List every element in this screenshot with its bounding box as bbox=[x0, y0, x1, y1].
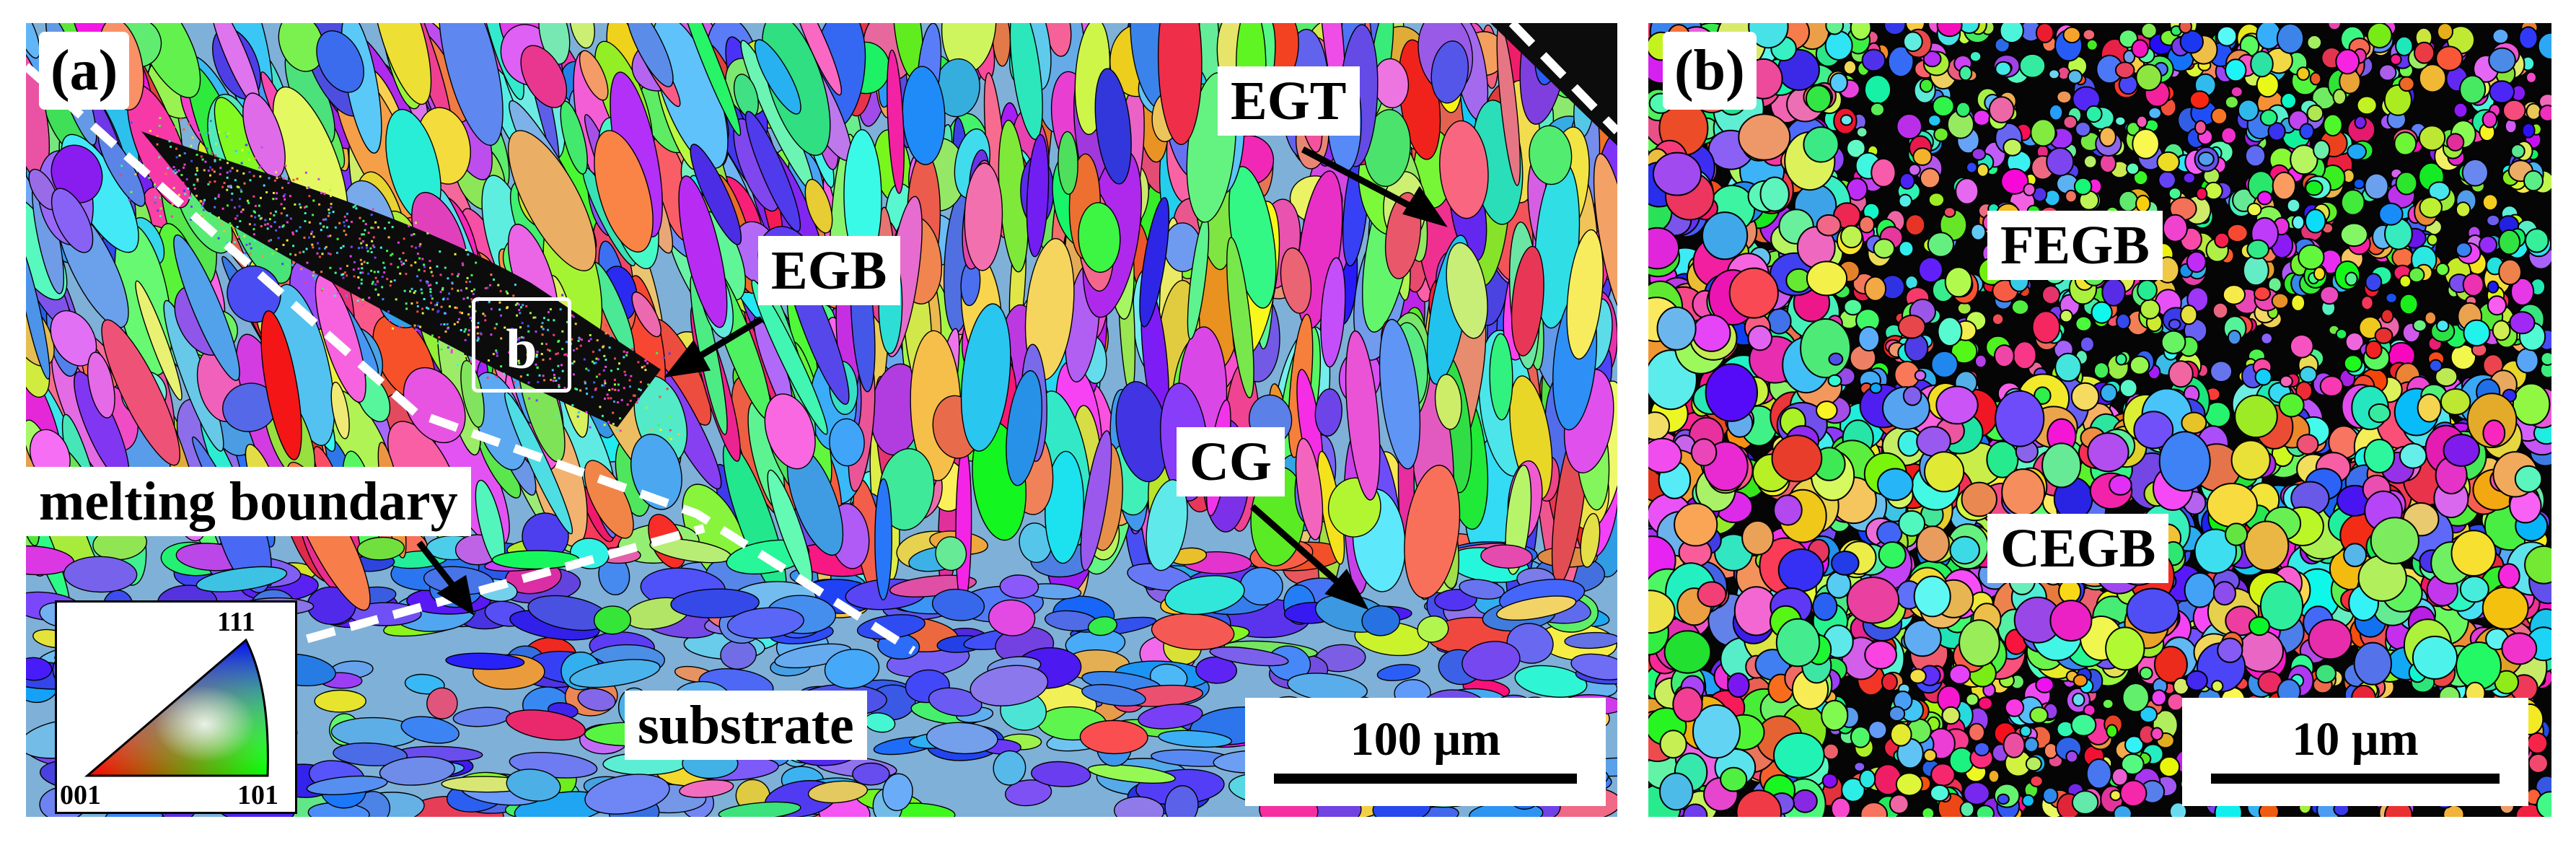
ebsd-map-panel-a: (a) EGT EGB CG melting boundary substrat… bbox=[26, 23, 1617, 817]
ipf-label-111: 111 bbox=[217, 607, 255, 637]
label-cg: CG bbox=[1177, 427, 1285, 496]
label-cegb: CEGB bbox=[1987, 514, 2169, 583]
panel-label-b: (b) bbox=[1663, 32, 1757, 110]
label-egt: EGT bbox=[1218, 66, 1360, 136]
ipf-label-101: 101 bbox=[237, 780, 278, 810]
label-melting-boundary: melting boundary bbox=[26, 467, 471, 536]
scalebar-b-bar bbox=[2211, 774, 2500, 784]
inset-region-label: b bbox=[506, 318, 537, 380]
ipf-label-001: 001 bbox=[60, 780, 101, 810]
label-substrate: substrate bbox=[625, 691, 867, 760]
scalebar-b-label: 10 µm bbox=[2292, 713, 2419, 766]
ebsd-grain-map-b bbox=[1648, 23, 2551, 817]
label-egb: EGB bbox=[758, 236, 900, 305]
ebsd-map-panel-b: (b) FEGB CEGB 10 µm bbox=[1648, 23, 2551, 817]
label-fegb: FEGB bbox=[1987, 211, 2163, 280]
ipf-color-key: 111 001 101 bbox=[55, 600, 297, 814]
scalebar-a-label: 100 µm bbox=[1350, 713, 1501, 766]
scalebar-a: 100 µm bbox=[1245, 698, 1606, 806]
scalebar-a-bar bbox=[1274, 774, 1577, 784]
panel-label-a: (a) bbox=[39, 32, 130, 110]
inset-region-marker: b bbox=[472, 297, 571, 393]
scalebar-b: 10 µm bbox=[2182, 698, 2528, 806]
grain-layer-b bbox=[1648, 23, 2551, 817]
ipf-triangle-icon bbox=[84, 638, 269, 777]
